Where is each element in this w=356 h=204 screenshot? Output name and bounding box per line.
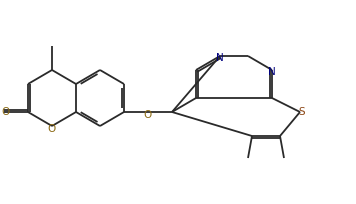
Text: N: N xyxy=(268,67,276,77)
Text: N: N xyxy=(216,53,224,63)
Text: O: O xyxy=(144,110,152,120)
Text: O: O xyxy=(48,124,56,134)
Text: O: O xyxy=(2,107,10,117)
Text: S: S xyxy=(299,107,305,117)
